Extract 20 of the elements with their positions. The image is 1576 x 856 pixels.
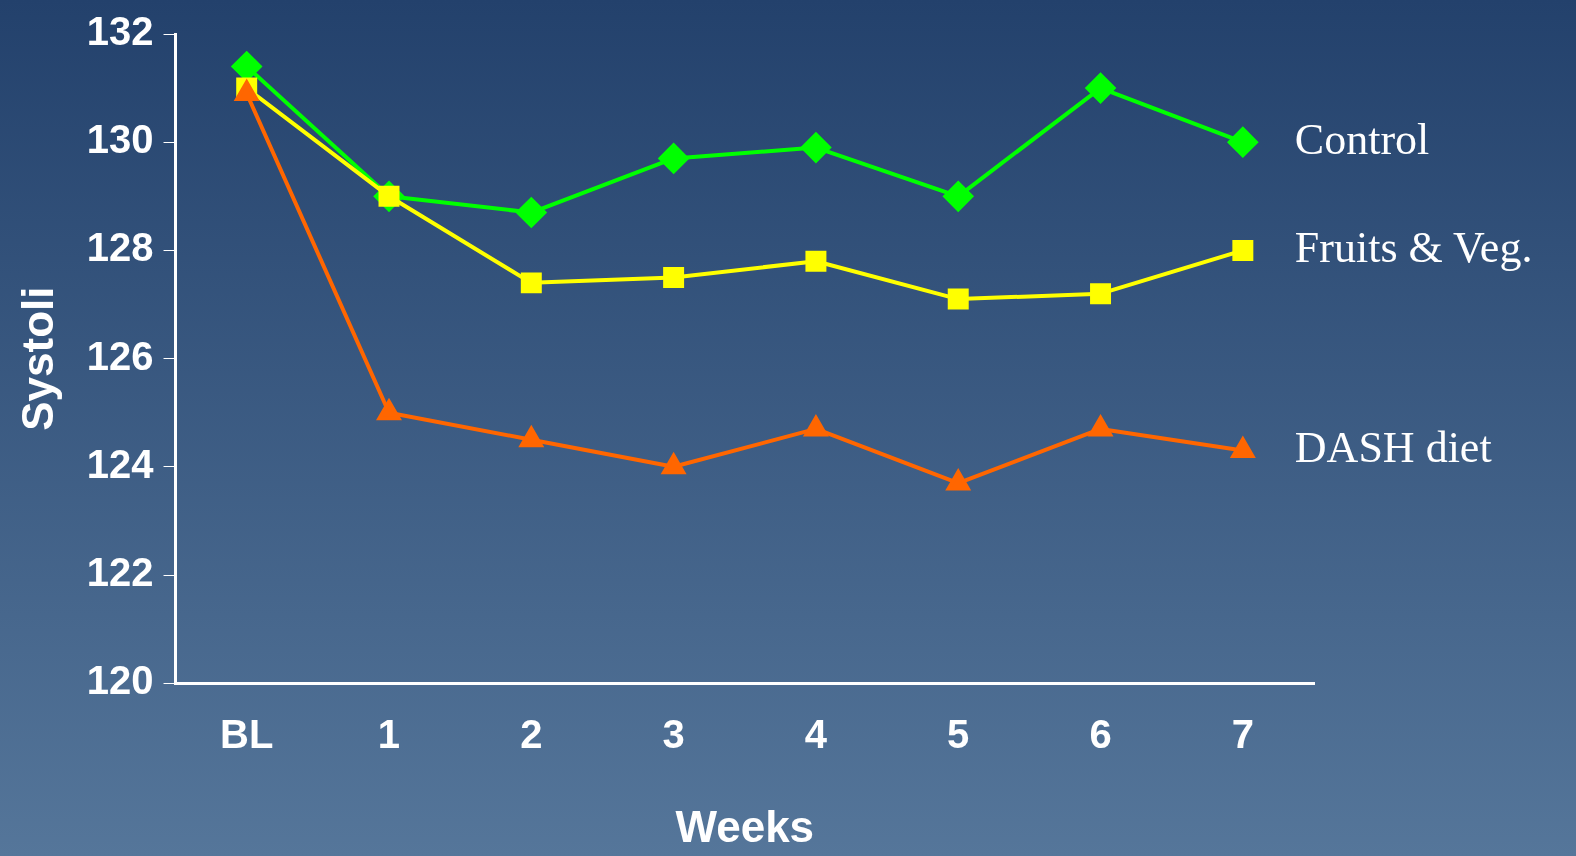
y-axis-title: Systoli: [12, 286, 62, 431]
x-tick-label: 2: [520, 712, 543, 757]
series-label: Fruits & Veg.: [1294, 222, 1533, 272]
series-label: DASH diet: [1294, 423, 1492, 473]
y-tick-label: 132: [86, 9, 154, 54]
y-tick-label: 130: [86, 117, 154, 162]
x-tick-label: 6: [1089, 712, 1112, 757]
x-tick-label: 4: [804, 712, 828, 757]
y-tick-label: 128: [86, 225, 154, 270]
x-axis-title: Weeks: [675, 801, 815, 851]
y-tick-label: 126: [86, 333, 154, 378]
series-label: Control: [1294, 114, 1430, 164]
x-tick-label: BL: [220, 712, 274, 757]
y-tick-label: 124: [86, 441, 155, 486]
y-tick-label: 122: [86, 550, 154, 595]
x-tick-label: 1: [377, 712, 401, 757]
x-tick-label: 5: [947, 712, 970, 757]
y-tick-label: 120: [86, 658, 154, 703]
x-tick-label: 7: [1231, 712, 1254, 757]
x-tick-label: 3: [662, 712, 685, 757]
